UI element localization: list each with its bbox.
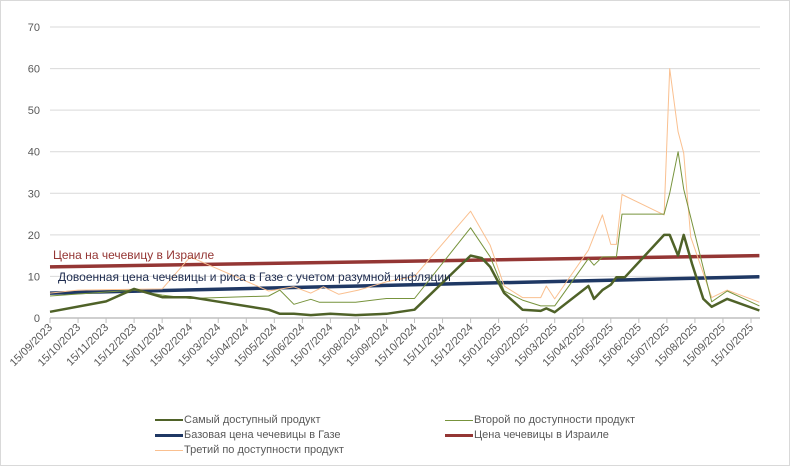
- annotation-israel-price: Цена на чечевицу в Израиле: [53, 248, 214, 262]
- series-line-4: [49, 68, 760, 303]
- series-lines: [49, 68, 760, 317]
- legend-label: Второй по доступности продукт: [474, 414, 635, 426]
- legend-swatch: [445, 419, 473, 421]
- legend-label: Третий по доступности продукт: [184, 444, 344, 456]
- legend-item-gaza-base: Базовая цена чечевицы в Газе: [155, 429, 341, 441]
- legend-item-third: Третий по доступности продукт: [155, 444, 344, 456]
- series-line-3: [49, 253, 760, 269]
- series-line-1: [49, 151, 760, 307]
- y-tick-label: 40: [28, 147, 40, 159]
- gridlines: [50, 26, 760, 277]
- legend-label: Базовая цена чечевицы в Газе: [184, 429, 341, 441]
- y-tick-label: 70: [28, 22, 40, 34]
- legend-label: Самый доступный продукт: [184, 414, 321, 426]
- y-tick-label: 30: [28, 188, 40, 200]
- annotation-prewar-gaza-price: Довоенная цена чечевицы и риса в Газе с …: [58, 270, 451, 284]
- series-line-2: [49, 275, 760, 295]
- legend-item-second: Второй по доступности продукт: [445, 414, 635, 426]
- series-line-0: [49, 233, 760, 317]
- y-tick-label: 10: [28, 271, 40, 283]
- legend-swatch: [445, 433, 473, 437]
- legend-swatch: [155, 433, 183, 437]
- y-tick-label: 20: [28, 230, 40, 242]
- legend-item-israel: Цена чечевицы в Израиле: [445, 429, 609, 441]
- y-tick-label: 60: [28, 64, 40, 76]
- legend-label: Цена чечевицы в Израиле: [474, 429, 609, 441]
- legend-swatch: [155, 419, 183, 421]
- y-axis: 0 10 20 30 40 50 60 70: [28, 22, 40, 325]
- x-axis: 15/09/202315/10/202315/11/202315/12/2023…: [8, 317, 760, 369]
- legend-swatch: [155, 449, 183, 451]
- legend-item-cheapest: Самый доступный продукт: [155, 414, 321, 426]
- y-tick-label: 0: [34, 313, 40, 325]
- y-tick-label: 50: [28, 105, 40, 117]
